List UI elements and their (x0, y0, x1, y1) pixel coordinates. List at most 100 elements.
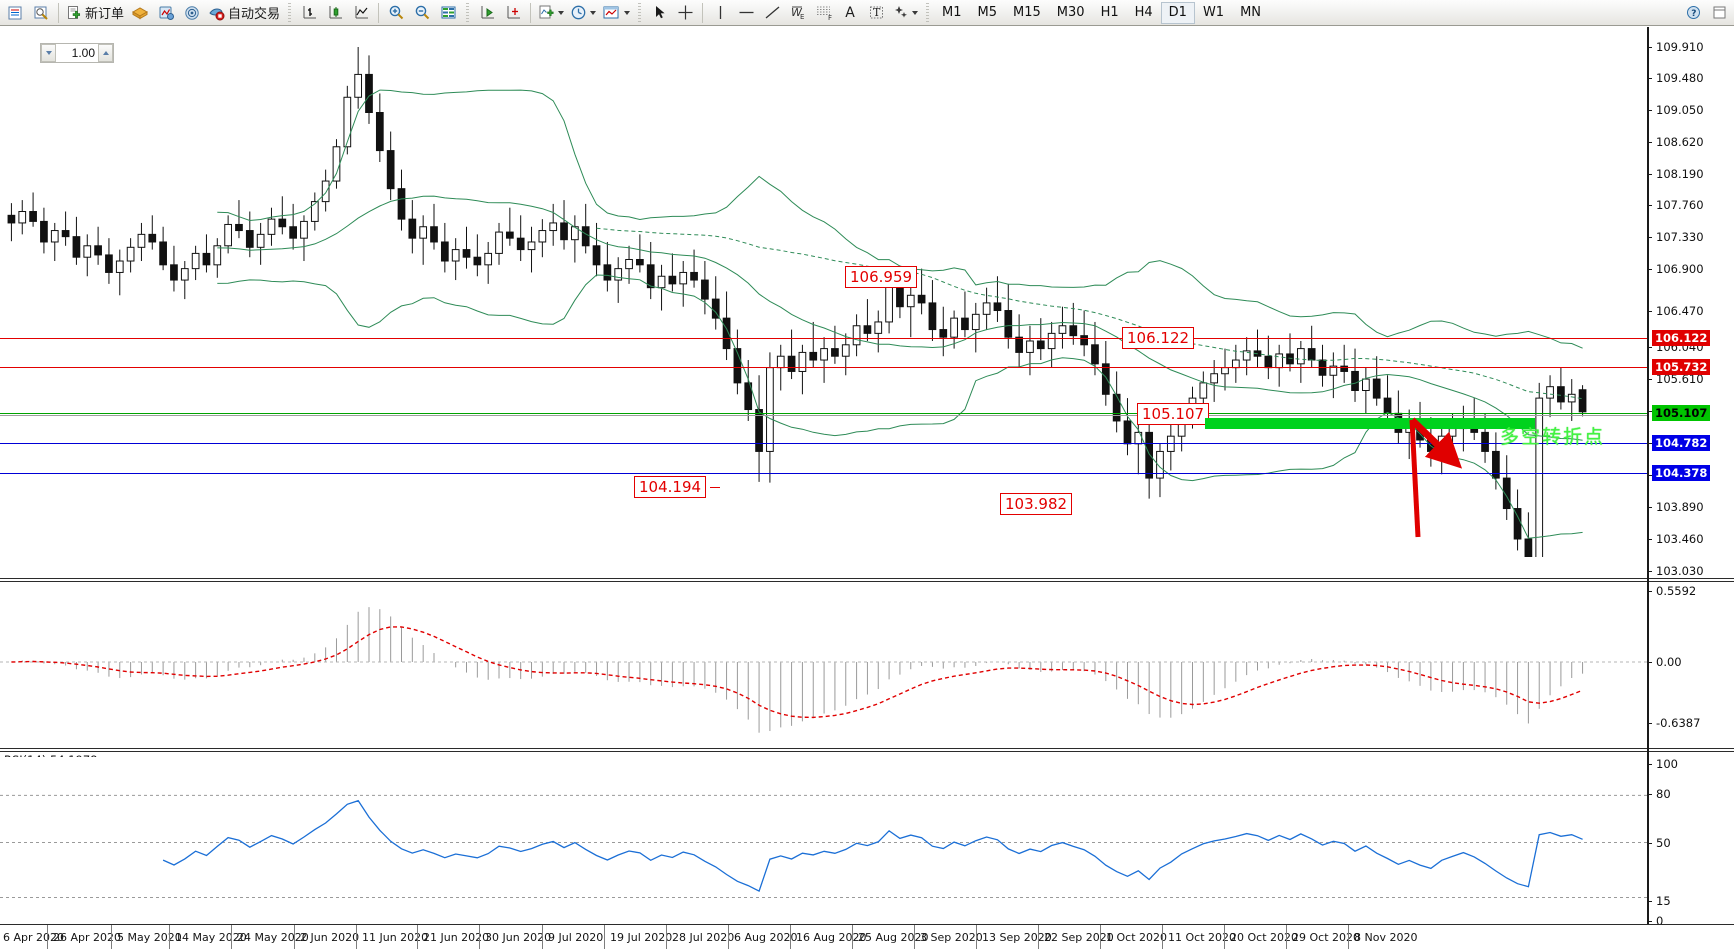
rsi-chart-pane[interactable] (0, 757, 1647, 924)
macd-axis-label: 0.5592 (1656, 584, 1697, 598)
bar-chart-icon[interactable] (296, 1, 322, 25)
text-tool-label: A (845, 4, 855, 21)
support-104782[interactable] (0, 443, 1647, 444)
price-axis-level-label-red[interactable]: 106.122 (1652, 330, 1711, 346)
text-label-icon[interactable]: T (863, 1, 889, 25)
price-axis-label: 109.050 (1656, 103, 1704, 117)
add-indicator-icon[interactable] (535, 1, 567, 25)
pivot-105107[interactable] (0, 413, 1647, 414)
cursor-icon[interactable] (646, 1, 672, 25)
timeframe-m1[interactable]: M1 (942, 4, 962, 20)
line-chart-icon[interactable] (348, 1, 374, 25)
window-list-icon[interactable] (1706, 1, 1732, 25)
time-axis-separator (542, 925, 543, 949)
time-axis-label: 28 Jul 2020 (672, 931, 735, 944)
chevron-down-icon-4[interactable] (912, 10, 919, 15)
new-order-button[interactable]: 新订单 (63, 1, 127, 25)
price-axis-label: 106.470 (1656, 304, 1704, 318)
horizontal-line-icon[interactable] (733, 1, 759, 25)
tag-103982[interactable]: 103.982 (1000, 493, 1073, 515)
time-axis-separator (1038, 925, 1039, 949)
timeframe-m5[interactable]: M5 (977, 4, 998, 20)
price-axis-label: 109.480 (1656, 71, 1704, 85)
time-axis-separator (604, 925, 605, 949)
price-axis-label: 108.620 (1656, 135, 1704, 149)
chevron-down-icon-3[interactable] (624, 10, 631, 15)
price-axis-tick (1647, 269, 1652, 270)
chevron-down-icon-2[interactable] (590, 10, 597, 15)
rsi-axis-tick (1647, 794, 1652, 795)
timeframe-h1[interactable]: H1 (1100, 4, 1119, 20)
time-axis-label: 11 Jun 2020 (362, 931, 429, 944)
crosshair-icon[interactable] (672, 1, 698, 25)
zoom-out-icon[interactable] (409, 1, 435, 25)
price-axis-tick (1647, 347, 1652, 348)
toolbar-grip-4[interactable] (924, 2, 932, 23)
data-window-icon[interactable] (28, 1, 54, 25)
price-axis-level-label-blue[interactable]: 104.782 (1652, 435, 1711, 451)
lot-size-input[interactable]: 1.00 (71, 46, 95, 60)
strategy-tester-icon[interactable] (153, 1, 179, 25)
shapes-icon[interactable] (889, 1, 921, 25)
zoom-in-icon[interactable] (383, 1, 409, 25)
expert-advisors-icon[interactable] (127, 1, 153, 25)
templates-icon[interactable] (599, 1, 633, 25)
time-axis-label: 22 Sep 2020 (1044, 931, 1114, 944)
macd-pane-divider-2 (0, 581, 1734, 582)
price-axis-tick (1647, 507, 1652, 508)
auto-trading-button[interactable]: 自动交易 (205, 1, 283, 25)
candlestick-chart-icon[interactable] (322, 1, 348, 25)
text-icon[interactable]: A (837, 1, 863, 25)
resistance-106122[interactable] (0, 338, 1647, 339)
price-axis-label: 109.910 (1656, 40, 1704, 54)
tag-106122[interactable]: 106.122 (1122, 327, 1195, 349)
vertical-line-icon[interactable] (707, 1, 733, 25)
chevron-down-icon[interactable] (558, 10, 565, 15)
chart-grid-icon[interactable] (435, 1, 461, 25)
trendline-icon[interactable] (759, 1, 785, 25)
lot-increase-button[interactable] (98, 44, 113, 62)
turning-point-note: 多空转折点 (1500, 426, 1606, 448)
tag-106959[interactable]: 106.959 (845, 266, 918, 288)
price-axis-level-label-red[interactable]: 105.732 (1652, 359, 1711, 375)
macd-chart-pane[interactable] (0, 585, 1647, 735)
signals-icon[interactable] (179, 1, 205, 25)
resistance-105732[interactable] (0, 367, 1647, 368)
tag-105107[interactable]: 105.107 (1137, 403, 1210, 425)
price-chart-pane[interactable] (0, 27, 1647, 557)
timeframe-d1[interactable]: D1 (1160, 1, 1195, 24)
price-axis-label: 103.890 (1656, 500, 1704, 514)
toolbar-grip-3[interactable] (636, 2, 644, 23)
timeframe-m15[interactable]: M15 (1013, 4, 1041, 20)
timeframe-mn[interactable]: MN (1240, 4, 1262, 20)
tag-104194[interactable]: 104.194 (634, 476, 707, 498)
time-axis[interactable]: 6 Apr 2020 26 Apr 2020 5 May 2020 14 May 20… (0, 924, 1734, 949)
time-axis-separator (790, 925, 791, 949)
price-axis-level-label-blue[interactable]: 104.378 (1652, 465, 1711, 481)
auto-scroll-icon[interactable] (500, 1, 526, 25)
toolbar-grip-2[interactable] (464, 2, 472, 23)
time-axis-separator (47, 925, 48, 949)
timeframe-m30[interactable]: M30 (1056, 4, 1085, 20)
price-axis-level-label-green[interactable]: 105.107 (1652, 405, 1711, 421)
support-104378[interactable] (0, 473, 1647, 474)
fibonacci-icon[interactable]: F (811, 1, 837, 25)
time-axis-label: 20 Oct 2020 (1230, 931, 1299, 944)
lot-size-stepper[interactable]: 1.00 (40, 43, 114, 63)
timeframe-h4[interactable]: H4 (1134, 4, 1153, 20)
price-axis-label: 106.900 (1656, 262, 1704, 276)
period-icon[interactable] (567, 1, 599, 25)
time-axis-label: 6 Aug 2020 (734, 931, 798, 944)
main-toolbar: 新订单 自动交易 (0, 0, 1734, 26)
lot-decrease-button[interactable] (41, 44, 56, 62)
svg-text:T: T (873, 6, 881, 19)
toolbar-grip[interactable] (286, 2, 294, 23)
help-icon[interactable]: ? (1680, 1, 1706, 25)
timeframe-w1[interactable]: W1 (1202, 4, 1225, 20)
chart-shift-icon[interactable] (474, 1, 500, 25)
time-axis-label: 21 Jun 2020 (423, 931, 490, 944)
market-watch-icon[interactable] (2, 1, 28, 25)
time-axis-separator (852, 925, 853, 949)
rsi-axis-tick (1647, 764, 1652, 765)
